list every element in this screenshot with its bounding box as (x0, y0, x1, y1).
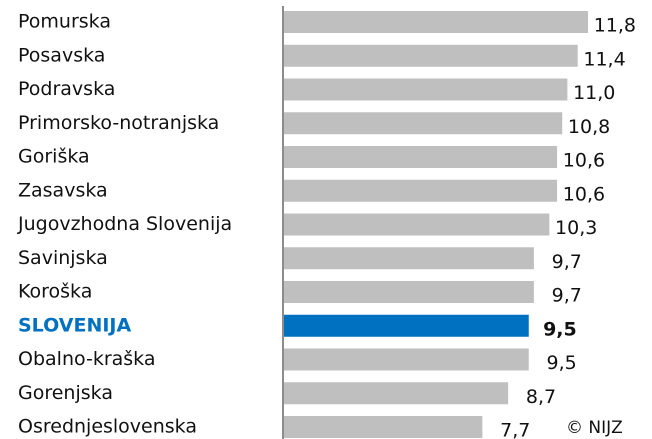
bar (284, 314, 529, 337)
value-label: 9,7 (552, 251, 582, 273)
bar (284, 11, 588, 33)
value-label: 8,7 (526, 386, 556, 408)
category-label: Goriška (18, 146, 90, 168)
value-label: 9,5 (543, 318, 577, 340)
value-label: 10,8 (568, 116, 610, 138)
value-label: 10,6 (563, 150, 605, 172)
category-label: Primorsko-notranjska (18, 112, 219, 134)
value-label: 11,4 (583, 48, 625, 70)
value-label: 10,6 (563, 183, 605, 205)
value-label: 10,3 (555, 217, 597, 239)
bar (284, 78, 568, 101)
value-label: 11,0 (573, 82, 615, 104)
bar (284, 281, 534, 303)
category-label: Podravska (18, 78, 115, 100)
bar (284, 179, 558, 202)
bar (284, 348, 529, 371)
bar (284, 146, 558, 168)
category-label: Pomurska (18, 11, 111, 33)
bar (284, 44, 578, 67)
value-label: 9,5 (547, 352, 577, 374)
category-label: Jugovzhodna Slovenija (17, 213, 232, 235)
bar (284, 213, 550, 236)
bar (284, 416, 483, 438)
bar (284, 112, 563, 135)
bar (284, 247, 534, 270)
category-label: Zasavska (18, 179, 108, 201)
category-label: Gorenjska (18, 382, 113, 404)
annotation: © NIJZ (566, 418, 623, 438)
category-label: Koroška (18, 281, 92, 303)
category-label: SLOVENIJA (18, 314, 131, 336)
category-label: Osrednjeslovenska (18, 416, 197, 438)
value-label: 7,7 (500, 420, 530, 439)
category-label: Savinjska (18, 247, 108, 269)
category-label: Obalno-kraška (18, 348, 155, 370)
category-label: Posavska (18, 44, 105, 66)
value-label: 11,8 (594, 15, 636, 37)
bar (284, 382, 509, 405)
value-label: 9,7 (552, 285, 582, 307)
